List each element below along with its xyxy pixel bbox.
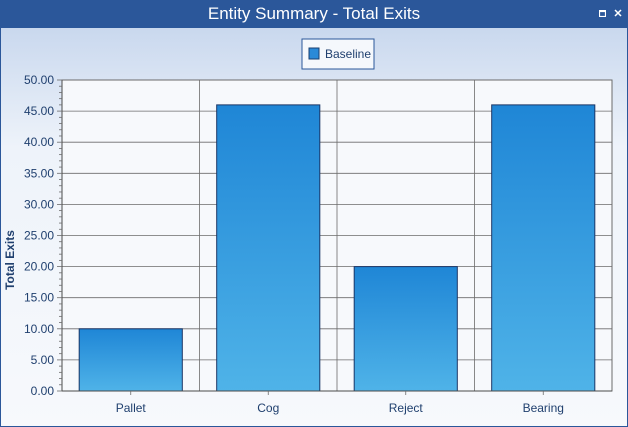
y-tick-label: 15.00 [24, 291, 54, 305]
title-bar: Entity Summary - Total Exits [1, 1, 627, 28]
bar-cog[interactable] [216, 104, 321, 392]
window-controls [597, 8, 623, 18]
x-category-label: Reject [389, 401, 424, 415]
y-tick-label: 45.00 [24, 104, 54, 118]
y-tick-label: 0.00 [31, 384, 55, 398]
y-tick-label: 40.00 [24, 135, 54, 149]
y-tick-label: 35.00 [24, 166, 54, 180]
y-axis-title: Total Exits [3, 230, 17, 290]
restore-icon[interactable] [597, 8, 607, 18]
bar-bearing[interactable] [491, 104, 596, 392]
bars [78, 104, 596, 392]
y-axis-ticks: 0.00 5.00 10.00 15.00 20.00 25.00 30.00 35.00 40… [24, 73, 62, 398]
plot-area: Baseline Total Exits 0.00 5.00 10.00 15.00 2… [1, 28, 627, 426]
y-tick-label: 10.00 [24, 322, 54, 336]
legend[interactable]: Baseline [301, 38, 375, 70]
bar-reject[interactable] [353, 266, 458, 392]
y-tick-label: 30.00 [24, 197, 54, 211]
window-title: Entity Summary - Total Exits [207, 4, 421, 23]
y-tick-label: 5.00 [31, 353, 55, 367]
y-tick-label: 50.00 [24, 73, 54, 87]
close-icon[interactable] [613, 8, 623, 18]
x-category-label: Cog [257, 401, 279, 415]
x-axis-categories: Pallet Cog Reject Bearing [116, 391, 564, 415]
bar-pallet[interactable] [78, 328, 183, 392]
legend-swatch-baseline [308, 47, 320, 60]
x-category-label: Bearing [523, 401, 564, 415]
x-category-label: Pallet [116, 401, 147, 415]
legend-label-baseline: Baseline [325, 47, 371, 61]
bar-chart: Baseline Total Exits 0.00 5.00 10.00 15.00 2… [3, 38, 613, 415]
y-tick-label: 20.00 [24, 260, 54, 274]
y-tick-label: 25.00 [24, 229, 54, 243]
